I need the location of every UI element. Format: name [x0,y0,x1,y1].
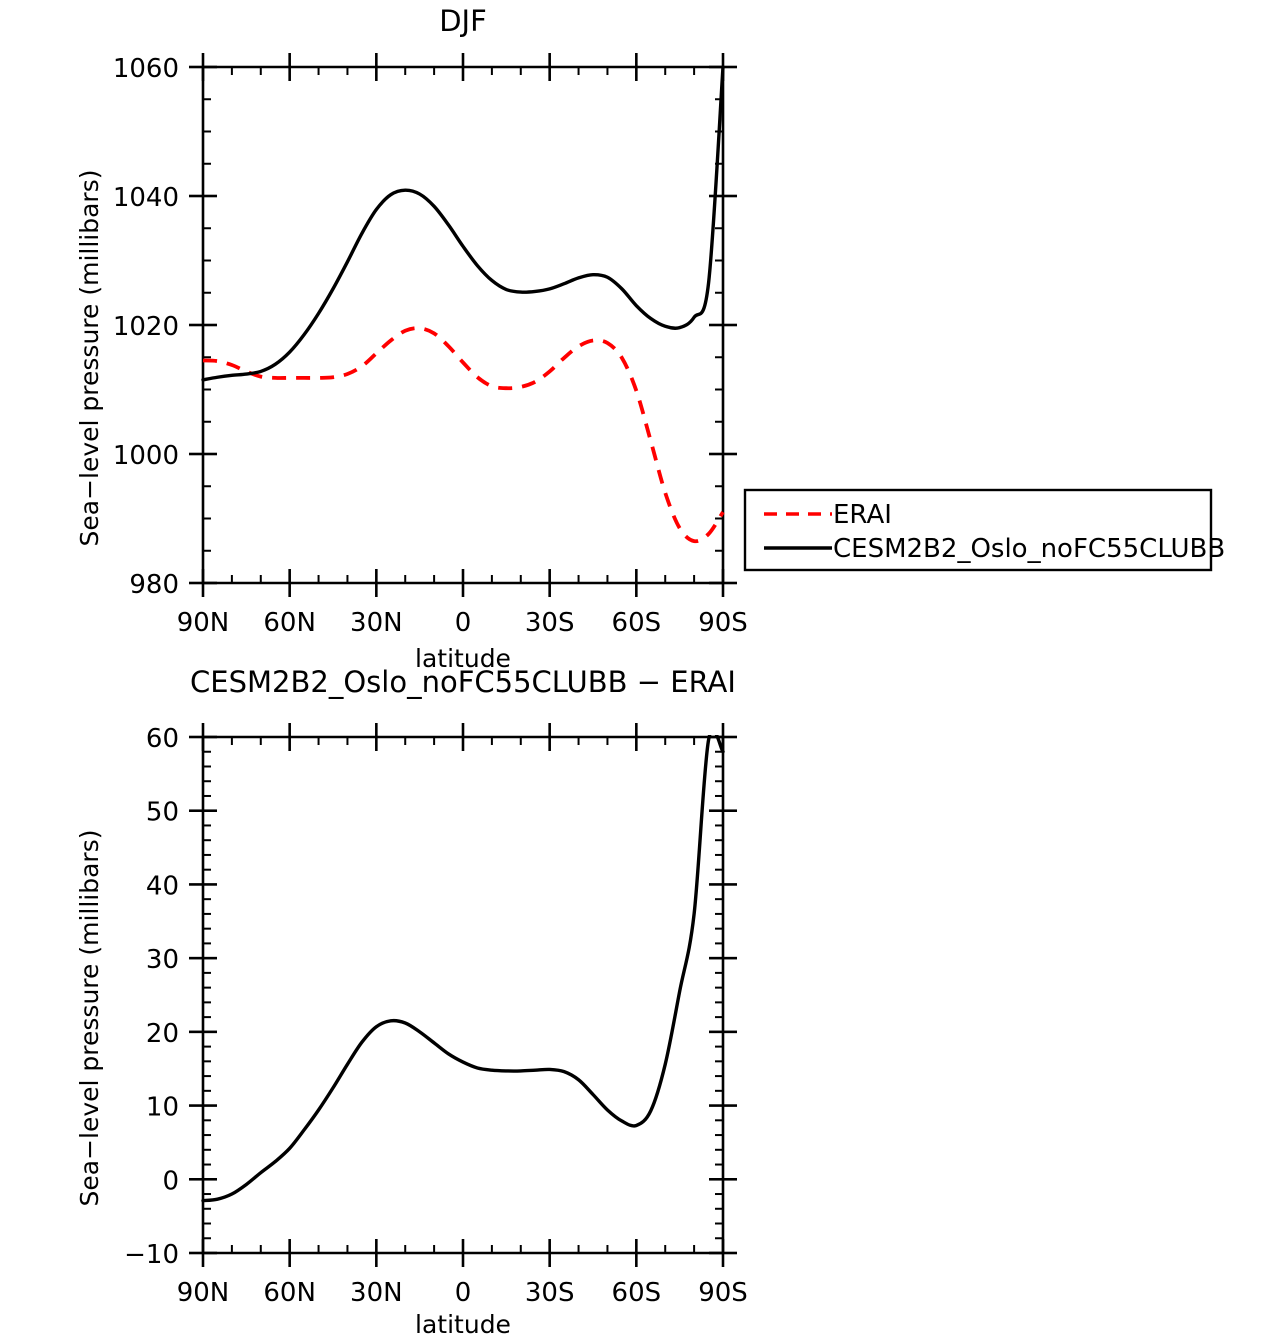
y-tick-label: 60 [146,724,179,754]
bottom-panel-y-axis-label: Sea−level pressure (millibars) [75,830,104,1207]
bottom-panel-title: CESM2B2_Oslo_noFC55CLUBB − ERAI [190,665,736,699]
series-line [201,65,725,382]
x-tick-label: 90S [698,608,748,638]
series-line [201,735,725,1203]
x-tick-label: 60S [612,1278,662,1308]
x-tick-label: 60N [263,1278,316,1308]
legend[interactable]: ERAI CESM2B2_Oslo_noFC55CLUBB [743,488,1225,572]
x-tick-label: 0 [455,608,472,638]
x-tick-label: 90S [698,1278,748,1308]
x-tick-label: 30S [525,608,575,638]
y-tick-label: 20 [146,1019,179,1049]
legend-box [743,488,1213,572]
bottom-panel-data-series [201,735,725,1203]
bottom-panel-axes [189,723,737,1267]
series-line [202,326,725,544]
bottom-panel: CESM2B2_Oslo_noFC55CLUBB − ERAI Sea−leve… [75,665,748,1339]
x-tick-label: 30N [350,608,403,638]
top-panel-y-axis-label: Sea−level pressure (millibars) [75,170,104,547]
y-tick-label: 1000 [113,441,179,471]
y-tick-label: 30 [146,945,179,975]
bottom-panel-x-axis-label: latitude [415,1310,511,1339]
x-tick-label: 60N [263,608,316,638]
top-panel-tick-labels: 1060 1040 1020 1000 980 90N 60N 30N 0 30S 60S 90S [113,54,748,638]
y-tick-label: 1020 [113,312,179,342]
top-panel-data-series [201,65,725,544]
y-tick-label: 50 [146,798,179,828]
legend-label-erai: ERAI [833,500,892,530]
top-panel-title: DJF [439,4,487,38]
y-tick-label: 1060 [113,54,179,84]
legend-entry-erai[interactable]: ERAI [764,500,892,530]
y-tick-label: 40 [146,871,179,901]
top-panel-x-axis-label: latitude [415,644,511,673]
legend-label-model: CESM2B2_Oslo_noFC55CLUBB [833,534,1225,564]
y-tick-label: 1040 [113,183,179,213]
legend-entry-model[interactable]: CESM2B2_Oslo_noFC55CLUBB [764,534,1225,564]
bottom-panel-tick-labels: 60 50 40 30 20 10 0 −10 90N 60N 30N 0 30S 60S 90S [124,724,748,1308]
x-tick-label: 60S [612,608,662,638]
y-tick-label: 980 [129,570,179,600]
y-tick-label: 10 [146,1093,179,1123]
x-tick-label: 30S [525,1278,575,1308]
x-tick-label: 0 [455,1278,472,1308]
x-tick-label: 90N [177,608,230,638]
top-panel: DJF Sea−level pressure (millibars) latit… [75,4,748,673]
top-panel-axes [189,53,737,597]
y-tick-label: 0 [162,1166,179,1196]
x-tick-label: 90N [177,1278,230,1308]
y-tick-label: −10 [124,1240,179,1270]
x-tick-label: 30N [350,1278,403,1308]
